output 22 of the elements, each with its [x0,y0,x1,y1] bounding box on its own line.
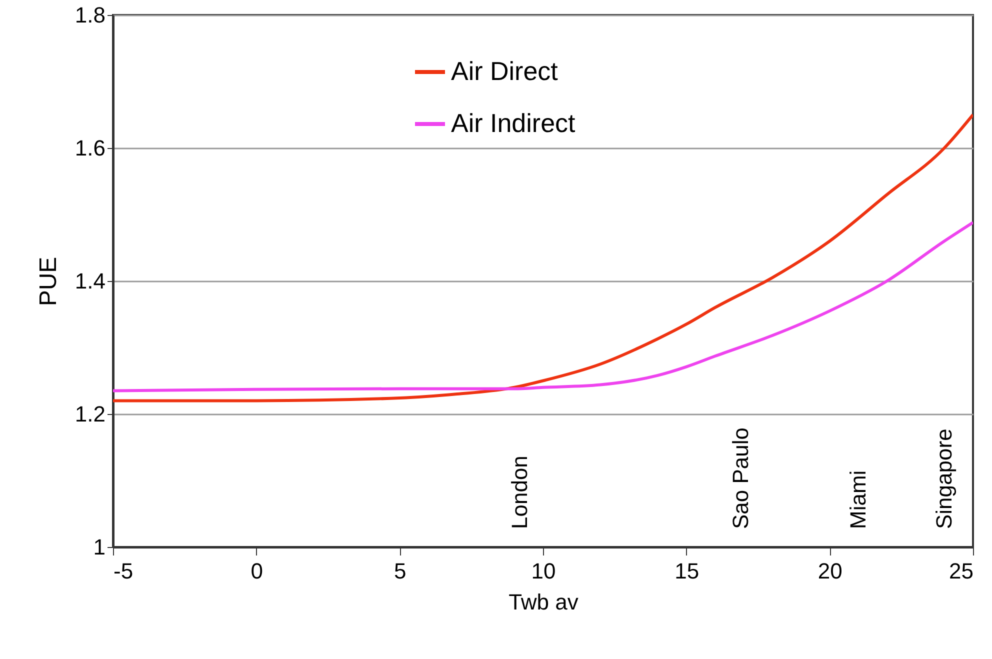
y-tick-label: 1.2 [74,402,106,426]
legend-label: Air Indirect [451,108,576,138]
legend-label: Air Direct [451,56,559,86]
x-tick-label: -5 [114,558,134,584]
y-axis-title: PUE [34,256,62,306]
x-tick-label: 0 [250,558,263,584]
x-axis-title: Twb av [508,590,578,614]
x-tick-label: 20 [818,558,842,584]
x-tick-label: 5 [394,558,406,584]
y-tick-label: 1.4 [74,268,106,294]
line-series [113,220,973,392]
x-tick-label: 15 [674,558,700,584]
annotation: Singapore [932,428,957,529]
annotation: London [506,456,532,529]
x-tick-label: 10 [531,558,556,584]
y-tick-label: 1 [93,534,106,560]
x-tick-label: 25 [949,558,974,584]
annotation: Sao Paulo [728,427,753,529]
y-tick-label: 1.8 [74,2,106,28]
annotation: Miami [846,470,871,529]
line-series [113,113,973,402]
y-tick-label: 1.6 [74,136,106,160]
